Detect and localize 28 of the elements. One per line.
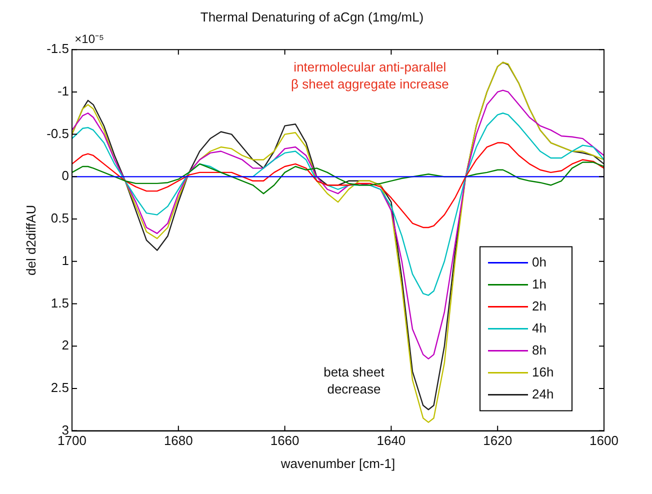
y-tick-label: -1 (57, 84, 69, 99)
y-tick-label: 1.5 (50, 295, 69, 310)
legend-label: 2h (532, 298, 546, 314)
y-axis-title: del d2diffAU (23, 204, 38, 276)
y-tick-label: 3 (62, 422, 69, 438)
legend-label: 24h (532, 386, 554, 402)
y-tick-label: -1.5 (46, 41, 69, 56)
x-axis-title: wavenumber [cm-1] (280, 456, 396, 471)
legend-label: 1h (532, 276, 546, 292)
y-tick-label: 0.5 (50, 210, 69, 226)
legend-label: 16h (532, 364, 554, 380)
annotation: intermolecular anti-parallel β sheet aggregate increase (291, 59, 449, 92)
y-tick-label: 0 (62, 168, 69, 184)
legend-label: 8h (532, 342, 546, 358)
y-tick-label: 1 (62, 252, 69, 268)
x-tick-label: 1640 (376, 433, 406, 448)
legend-label: 0h (532, 254, 546, 270)
y-tick-label: 2.5 (50, 380, 69, 396)
chart-title: Thermal Denaturing of aCgn (1mg/mL) (200, 9, 424, 24)
x-tick-label: 1600 (590, 433, 618, 448)
y-tick-label: -0.5 (46, 126, 69, 141)
x-tick-label: 1680 (164, 433, 193, 448)
text: ×10⁻⁵ (74, 32, 104, 46)
legend-label: 4h (532, 320, 546, 336)
x-tick-label: 1660 (270, 433, 300, 448)
x-tick-label: 1620 (483, 433, 512, 448)
annotation: beta sheet decrease (324, 364, 385, 396)
y-tick-label: 2 (62, 338, 69, 353)
